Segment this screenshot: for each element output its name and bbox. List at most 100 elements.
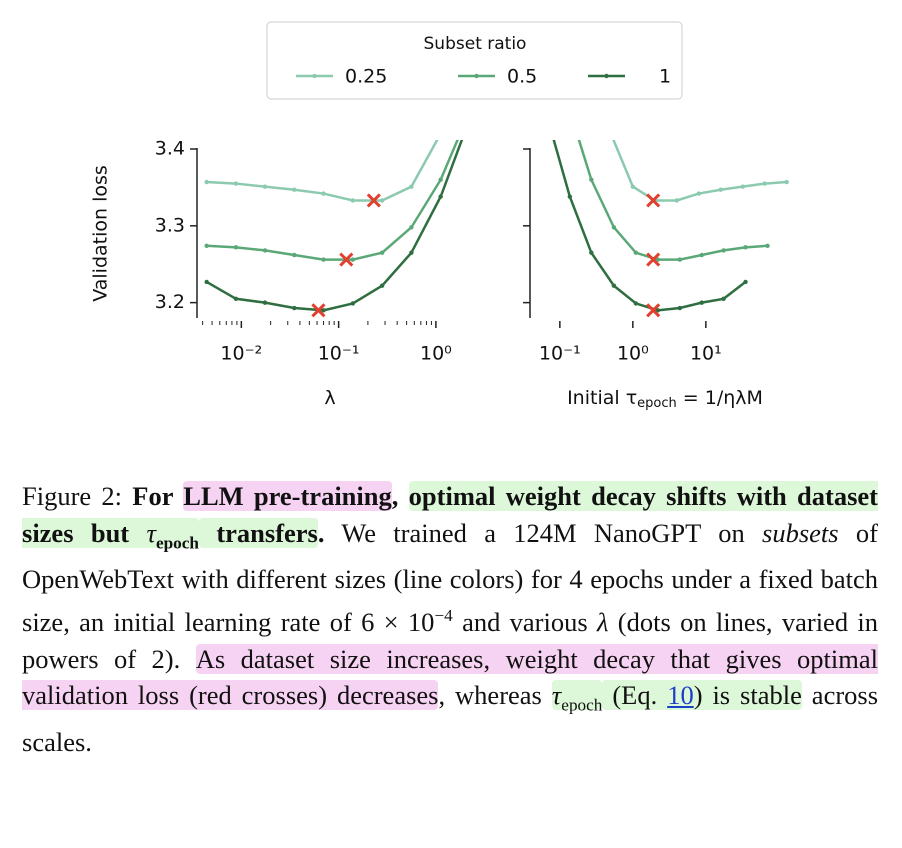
point [674, 198, 679, 203]
point [204, 243, 209, 248]
point [677, 257, 683, 262]
caption-text: Figure 2: [22, 481, 133, 511]
link[interactable]: 10 [667, 680, 694, 711]
optimum-cross [311, 303, 326, 318]
point [545, 116, 549, 120]
point [262, 248, 268, 253]
point [409, 225, 414, 230]
point [784, 179, 789, 185]
series-line [612, 140, 787, 202]
caption-text: . [317, 517, 325, 548]
series-line [206, 140, 439, 202]
caption-text: , whereas [438, 680, 552, 711]
caption-text: For [132, 481, 184, 511]
point [292, 305, 297, 311]
point [633, 301, 639, 306]
point [699, 252, 704, 258]
math: τ [551, 680, 562, 711]
caption-text: of OpenWebText with different sizes (lin… [22, 517, 878, 637]
point [379, 250, 385, 255]
point [589, 250, 594, 255]
point [262, 184, 268, 189]
point [292, 187, 297, 192]
highlight: LLM pre-training [183, 481, 392, 511]
caption: Figure 2: For LLM pre-training, optimal … [22, 478, 878, 761]
point [409, 184, 414, 189]
x-tick-label: 10¹ [690, 343, 722, 365]
point [721, 248, 726, 253]
point [292, 252, 297, 258]
point [233, 296, 239, 301]
point [468, 116, 472, 120]
x-axis-label-part: λ [324, 387, 335, 409]
point [630, 184, 636, 189]
point [233, 245, 239, 250]
legend-swatch-dot [312, 73, 317, 79]
y-tick-label: 3.2 [155, 291, 185, 313]
caption-text: (Eq. [602, 680, 668, 711]
point [350, 301, 356, 306]
point [350, 198, 356, 203]
series-line [552, 140, 747, 312]
caption-text: subsets [762, 517, 839, 548]
series-line [206, 140, 464, 312]
point [567, 194, 573, 199]
optimum-cross [339, 252, 354, 267]
caption-text: ) is stable [693, 680, 802, 711]
point [696, 191, 701, 196]
legend-label: 1 [659, 66, 671, 88]
legend-box [266, 21, 683, 100]
optimum-cross [366, 193, 381, 208]
highlight: τepoch [551, 680, 603, 714]
legend-swatch-dot [474, 73, 479, 79]
point [655, 257, 661, 262]
point [233, 181, 239, 186]
figure: Subset ratio 3.2 3.3 3.4 10⁻² 10⁻¹ 10⁰ λ Valida… [90, 21, 789, 411]
point [438, 194, 443, 199]
point [677, 305, 683, 311]
highlight: transfers [199, 517, 318, 548]
legend-label: 0.25 [345, 66, 387, 88]
caption-text: We trained a 124M NanoGPT on [324, 517, 763, 548]
point [611, 283, 617, 288]
math: λ [596, 606, 609, 637]
point [438, 131, 442, 135]
point [568, 108, 572, 112]
point [718, 187, 723, 192]
point [589, 177, 594, 182]
series-line [206, 140, 459, 261]
point [721, 296, 726, 301]
x-tick-label: 10⁻¹ [539, 343, 581, 365]
x-axis-label: Initial τepoch = 1/ηλM [567, 387, 763, 411]
x-tick-label: 10⁰ [420, 343, 452, 365]
point [633, 250, 639, 255]
point [743, 279, 748, 285]
plot-area [545, 108, 789, 313]
point [699, 300, 704, 305]
point [765, 243, 770, 248]
caption-text: (dots on lines, varied in powers of 2). [22, 606, 878, 674]
point [204, 179, 209, 185]
optimum-cross [646, 252, 661, 267]
point [321, 308, 326, 313]
math: −4 [434, 606, 453, 626]
math: epoch [155, 532, 199, 552]
point [321, 191, 326, 196]
point [609, 131, 613, 135]
x-tick-label: 10⁻¹ [318, 343, 360, 365]
point [379, 283, 385, 288]
x-axis-label-part: Initial τ [567, 387, 637, 409]
y-tick-label: 3.4 [155, 138, 185, 160]
optimum-cross [646, 193, 661, 208]
legend-swatch-dot [604, 73, 609, 79]
caption-text: , [391, 481, 409, 511]
point [762, 181, 767, 186]
point [740, 184, 745, 189]
caption-text: optimal weight decay shifts with dataset… [22, 481, 878, 548]
y-axis-label: Validation loss [90, 165, 112, 302]
point [409, 250, 414, 255]
point [262, 300, 268, 305]
point [379, 198, 385, 203]
point [468, 108, 472, 112]
